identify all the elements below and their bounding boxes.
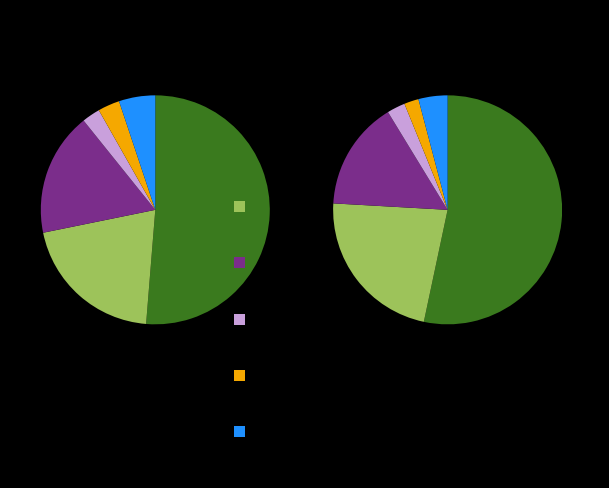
Wedge shape <box>83 110 155 210</box>
Wedge shape <box>146 95 270 325</box>
Wedge shape <box>333 112 448 210</box>
Wedge shape <box>404 99 448 210</box>
Wedge shape <box>99 101 155 210</box>
Wedge shape <box>388 104 448 210</box>
Wedge shape <box>333 203 448 322</box>
Wedge shape <box>418 95 448 210</box>
Wedge shape <box>119 95 155 210</box>
Wedge shape <box>43 210 155 324</box>
Wedge shape <box>424 95 562 325</box>
Wedge shape <box>41 121 155 233</box>
